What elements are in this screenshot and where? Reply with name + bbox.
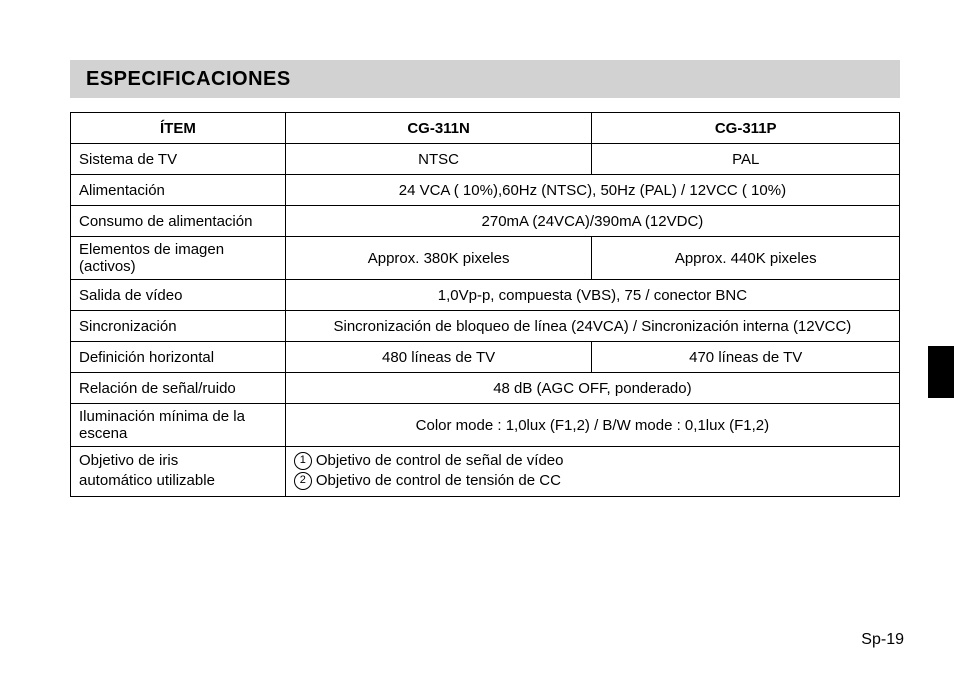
header-col-b: CG-311P [592, 113, 900, 144]
cell-value: 470 líneas de TV [592, 342, 900, 373]
section-heading: ESPECIFICACIONES [70, 68, 291, 91]
cell-value: 1Objetivo de control de señal de vídeo 2… [285, 447, 899, 497]
table-row: Relación de señal/ruido 48 dB (AGC OFF, … [71, 373, 900, 404]
cell-value: 1,0Vp-p, compuesta (VBS), 75 / conector … [285, 280, 899, 311]
item-label: Objetivo de iris automático utilizable [71, 447, 286, 497]
table-row: Objetivo de iris automático utilizable 1… [71, 447, 900, 497]
table-row: Elementos de imagen (activos) Approx. 38… [71, 237, 900, 280]
section-heading-bar: ESPECIFICACIONES [70, 60, 900, 98]
side-tab [928, 346, 954, 398]
item-label: Consumo de alimentación [71, 206, 286, 237]
cell-value: NTSC [285, 144, 592, 175]
item-label: Elementos de imagen (activos) [71, 237, 286, 280]
specifications-table: ÍTEM CG-311N CG-311P Sistema de TV NTSC … [70, 112, 900, 497]
item-label: Alimentación [71, 175, 286, 206]
cell-value: Approx. 380K pixeles [285, 237, 592, 280]
enum-text: Objetivo de control de señal de vídeo [316, 452, 564, 469]
cell-value: 48 dB (AGC OFF, ponderado) [285, 373, 899, 404]
cell-value: Sincronización de bloqueo de línea (24VC… [285, 311, 899, 342]
item-label: Sistema de TV [71, 144, 286, 175]
item-label-line: Objetivo de iris [79, 452, 178, 469]
enum-text: Objetivo de control de tensión de CC [316, 472, 561, 489]
cell-value: Approx. 440K pixeles [592, 237, 900, 280]
table-header-row: ÍTEM CG-311N CG-311P [71, 113, 900, 144]
cell-value: 24 VCA ( 10%),60Hz (NTSC), 50Hz (PAL) / … [285, 175, 899, 206]
enum-marker: 1 [294, 452, 312, 470]
cell-value: Color mode : 1,0lux (F1,2) / B/W mode : … [285, 404, 899, 447]
table-row: Alimentación 24 VCA ( 10%),60Hz (NTSC), … [71, 175, 900, 206]
table-row: Iluminación mínima de la escena Color mo… [71, 404, 900, 447]
cell-value: PAL [592, 144, 900, 175]
header-col-a: CG-311N [285, 113, 592, 144]
table-row: Sistema de TV NTSC PAL [71, 144, 900, 175]
header-item: ÍTEM [71, 113, 286, 144]
item-label: Relación de señal/ruido [71, 373, 286, 404]
item-label-line: automático utilizable [79, 472, 215, 489]
page-number: Sp-19 [861, 631, 904, 649]
cell-value: 480 líneas de TV [285, 342, 592, 373]
document-page: ESPECIFICACIONES ÍTEM CG-311N CG-311P Si… [0, 0, 954, 677]
table-row: Sincronización Sincronización de bloqueo… [71, 311, 900, 342]
table-row: Salida de vídeo 1,0Vp-p, compuesta (VBS)… [71, 280, 900, 311]
item-label: Iluminación mínima de la escena [71, 404, 286, 447]
cell-value: 270mA (24VCA)/390mA (12VDC) [285, 206, 899, 237]
table-row: Definición horizontal 480 líneas de TV 4… [71, 342, 900, 373]
table-row: Consumo de alimentación 270mA (24VCA)/39… [71, 206, 900, 237]
enum-marker: 2 [294, 472, 312, 490]
item-label: Sincronización [71, 311, 286, 342]
item-label: Definición horizontal [71, 342, 286, 373]
item-label: Salida de vídeo [71, 280, 286, 311]
